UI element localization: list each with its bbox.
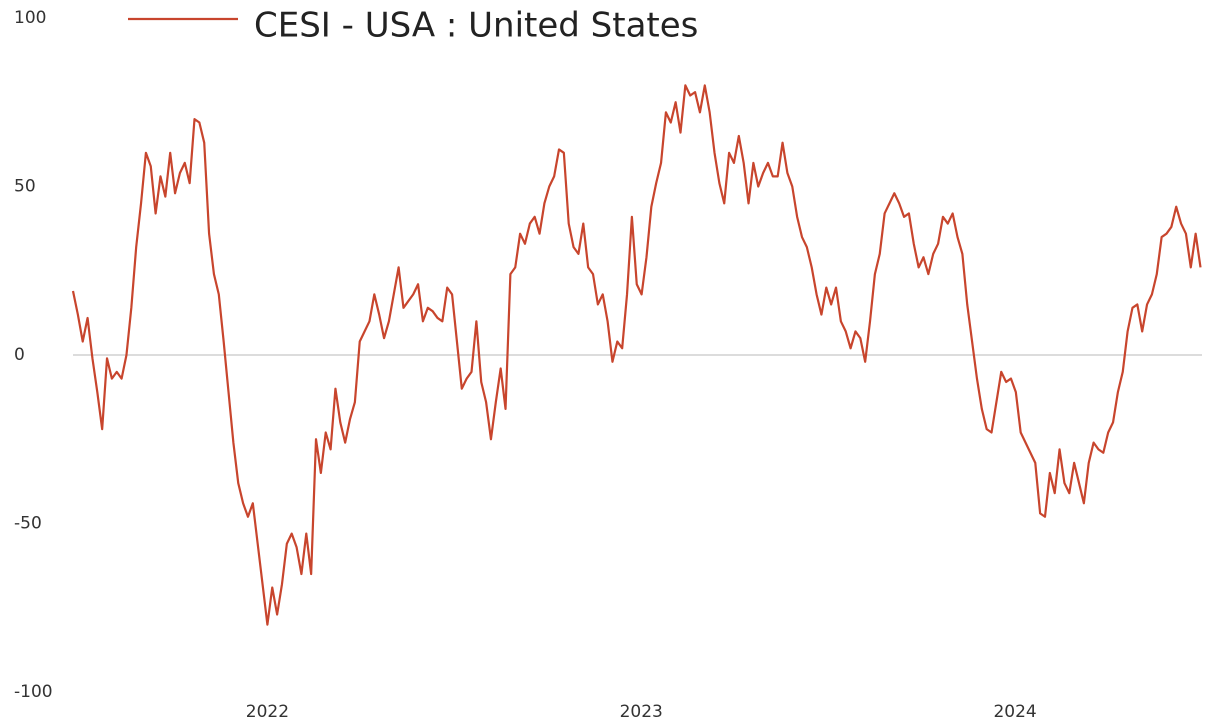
y-tick-label: -50 [14,514,42,534]
y-tick-label: 0 [14,345,25,365]
legend-label: CESI - USA : United States [254,6,698,46]
y-tick-label: 100 [14,8,46,28]
y-tick-label: -100 [14,682,53,702]
x-tick-label: 2023 [620,702,663,722]
x-tick-label: 2024 [993,702,1036,722]
y-tick-label: 50 [14,177,36,197]
series-line [71,84,1202,626]
x-tick-label: 2022 [246,702,289,722]
